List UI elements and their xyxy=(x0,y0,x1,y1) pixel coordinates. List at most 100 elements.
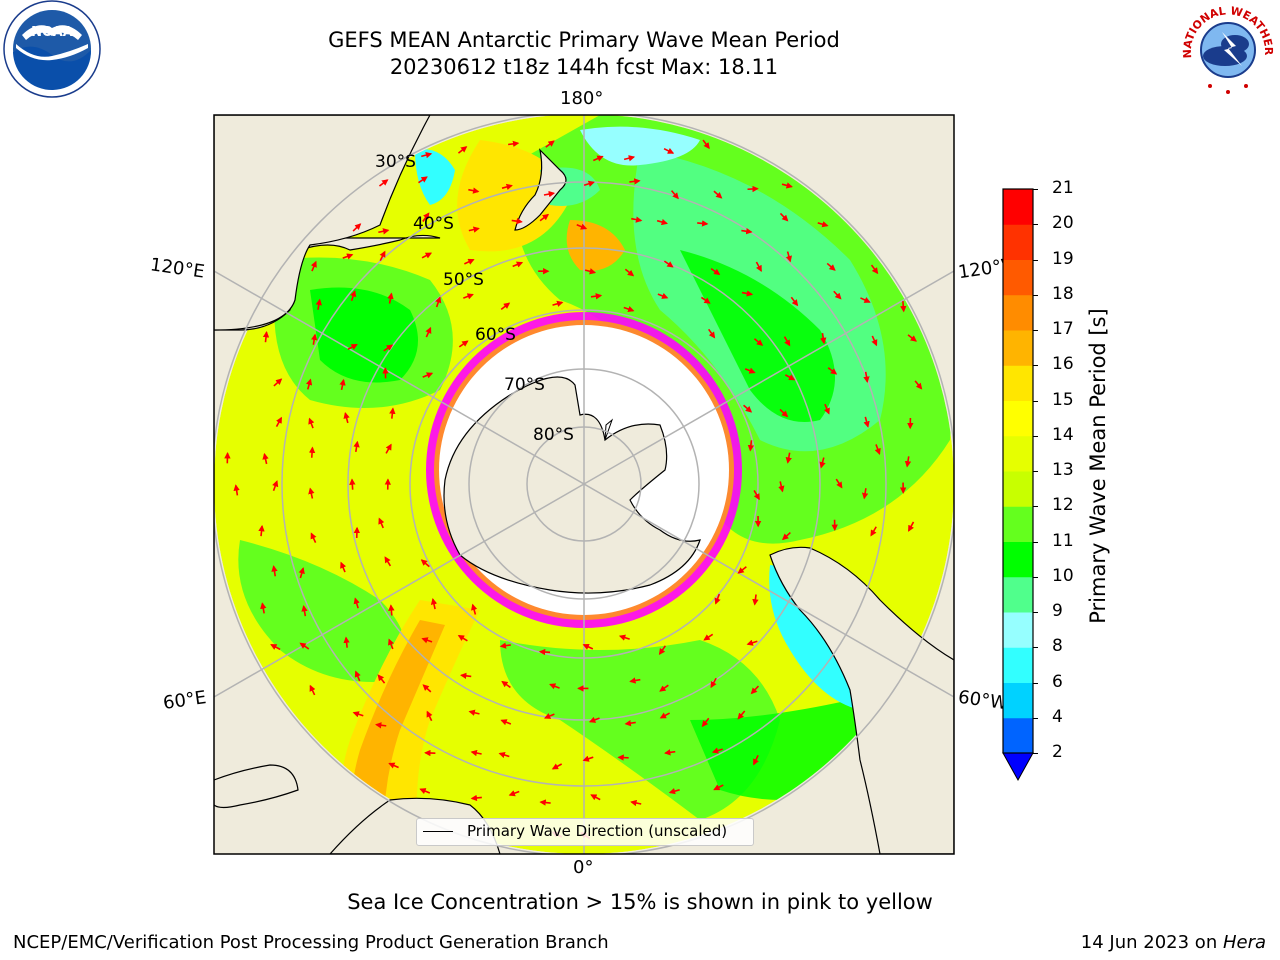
wave-arrow xyxy=(468,709,480,716)
wave-arrow xyxy=(747,185,759,193)
wave-arrow xyxy=(420,559,430,568)
colorbar-tick-mark xyxy=(1033,541,1038,543)
wave-arrow xyxy=(426,710,433,722)
wave-arrow xyxy=(352,711,364,718)
colorbar-tick-label: 2 xyxy=(1052,742,1063,762)
lon-label-0: 0° xyxy=(573,857,594,878)
colorbar-segment xyxy=(1003,541,1033,578)
wave-arrow xyxy=(631,216,643,223)
wave-arrow xyxy=(656,218,668,226)
footer-branch: NCEP/EMC/Verification Post Processing Pr… xyxy=(13,932,609,953)
wave-arrow xyxy=(785,251,792,263)
wave-arrow xyxy=(623,306,635,313)
wave-arrow xyxy=(664,749,676,756)
colorbar-segment xyxy=(1003,189,1033,225)
wave-arrow xyxy=(670,190,679,200)
colorbar-tick-label: 8 xyxy=(1052,636,1063,657)
wave-direction-arrows xyxy=(224,139,923,840)
wave-arrow xyxy=(260,602,267,614)
wave-arrow xyxy=(582,643,594,650)
wave-arrow xyxy=(874,444,881,456)
wave-arrow xyxy=(663,147,675,154)
wave-arrow xyxy=(421,151,433,159)
colorbar-segment xyxy=(1003,294,1033,331)
wave-arrow xyxy=(590,293,603,300)
wave-arrow xyxy=(744,367,756,374)
wave-arrow xyxy=(419,788,431,795)
wave-arrow xyxy=(861,488,869,500)
colorbar-tick-label: 9 xyxy=(1052,601,1063,621)
wave-arrow xyxy=(741,290,754,297)
wave-arrow xyxy=(308,417,315,429)
wave-arrow xyxy=(512,261,524,268)
wave-arrow xyxy=(702,139,710,150)
wave-arrow xyxy=(421,252,433,259)
colorbar-segment xyxy=(1003,365,1033,401)
colorbar-tick-mark xyxy=(1033,435,1038,437)
wave-arrow xyxy=(352,223,362,232)
lat-label-80s: 80°S xyxy=(533,425,574,445)
wave-arrow xyxy=(501,183,513,191)
wave-arrow xyxy=(508,140,520,148)
colorbar-tick-mark xyxy=(1033,294,1038,296)
wave-arrow xyxy=(305,378,313,390)
wave-arrow xyxy=(468,226,480,233)
wave-arrow xyxy=(388,762,399,769)
lon-label-180: 180° xyxy=(560,88,604,109)
wave-arrow xyxy=(354,670,361,682)
colorbar-tick-mark xyxy=(1033,612,1038,613)
colorbar-segment xyxy=(1003,506,1033,542)
wave-arrow xyxy=(629,178,641,185)
wave-arrow xyxy=(783,336,791,347)
wave-arrow xyxy=(272,480,279,492)
colorbar-tick-mark xyxy=(1033,330,1038,331)
wave-arrow xyxy=(782,531,791,541)
wave-arrow xyxy=(425,326,432,338)
colorbar-tick-mark xyxy=(1033,365,1038,367)
sea-ice-note: Sea Ice Concentration > 15% is shown in … xyxy=(347,890,933,914)
wave-arrow xyxy=(703,633,714,641)
colorbar-tick-label: 4 xyxy=(1052,706,1063,727)
wave-arrow xyxy=(468,187,480,194)
colorbar-segment xyxy=(1003,717,1033,754)
wave-arrow xyxy=(753,490,760,501)
wave-arrow xyxy=(752,594,759,606)
wave-arrow xyxy=(781,182,793,189)
wave-arrow xyxy=(711,747,723,754)
wave-arrow xyxy=(784,374,796,381)
wave-arrow xyxy=(498,751,510,759)
colorbar-tick-label: 21 xyxy=(1052,178,1074,198)
colorbar-tick-mark xyxy=(1033,259,1038,261)
wave-arrow xyxy=(308,487,315,499)
colorbar-tick-label: 12 xyxy=(1052,495,1074,516)
wave-arrow xyxy=(576,223,588,230)
wave-arrow xyxy=(299,642,310,650)
wave-arrow xyxy=(582,755,594,762)
wave-arrow xyxy=(835,478,843,489)
wave-arrow xyxy=(584,268,597,275)
wave-arrow xyxy=(779,408,789,418)
colorbar-tick-label: 14 xyxy=(1052,424,1074,445)
wave-arrow xyxy=(422,372,434,379)
wave-arrow xyxy=(271,565,278,577)
wave-arrow xyxy=(343,412,350,424)
colorbar-tick-mark xyxy=(1033,717,1038,719)
wave-arrow xyxy=(538,648,551,656)
colorbar-segment xyxy=(1003,576,1033,613)
wave-arrow xyxy=(388,604,395,616)
wave-arrow xyxy=(900,301,907,313)
wave-arrow xyxy=(422,684,432,693)
wave-arrow xyxy=(418,176,428,184)
wave-arrow xyxy=(747,440,755,452)
wave-arrow xyxy=(353,440,360,452)
wave-arrow xyxy=(340,561,347,573)
wave-arrow xyxy=(819,457,826,469)
wave-arrow xyxy=(339,378,346,391)
wave-arrow xyxy=(700,296,711,304)
legend-line xyxy=(423,831,453,832)
madagascar-land xyxy=(214,764,299,809)
wave-arrow xyxy=(593,155,604,162)
map-legend: Primary Wave Direction (unscaled) xyxy=(416,818,754,846)
wave-arrow xyxy=(826,262,836,271)
wave-arrow xyxy=(707,328,716,339)
